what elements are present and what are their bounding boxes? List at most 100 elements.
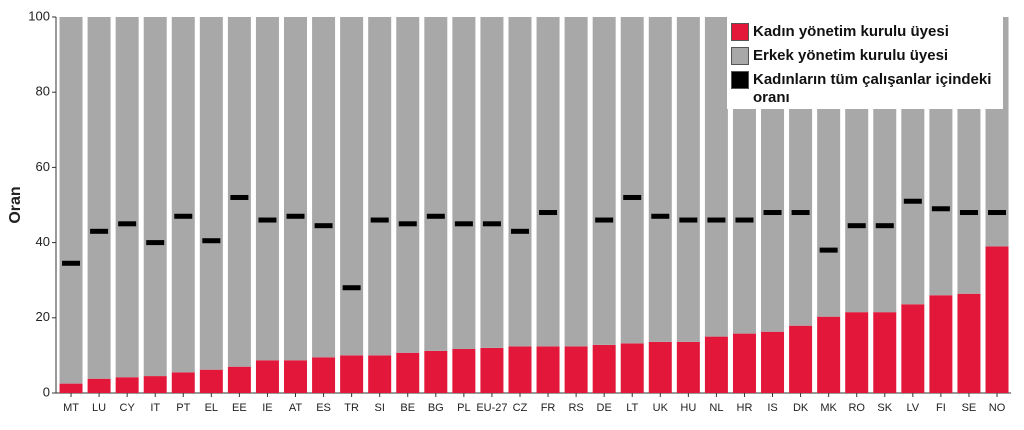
- bar-segment: [452, 349, 476, 393]
- marker: [62, 260, 81, 266]
- bar-segment: [536, 346, 560, 393]
- bar-segment: [817, 316, 841, 393]
- marker: [735, 217, 754, 223]
- x-tick-label: IS: [767, 402, 777, 414]
- x-tick-label: DE: [597, 402, 612, 414]
- legend-swatch: [731, 71, 749, 89]
- bar-segment: [227, 17, 251, 367]
- marker: [370, 217, 389, 223]
- x-tick-label: DK: [793, 402, 809, 414]
- x-tick-label: RS: [568, 402, 583, 414]
- bar-segment: [873, 312, 897, 393]
- x-tick-label: HU: [680, 402, 696, 414]
- marker: [988, 210, 1007, 216]
- bar-segment: [508, 346, 532, 393]
- x-tick-label: BE: [400, 402, 415, 414]
- bar-segment: [255, 17, 279, 361]
- bar-segment: [732, 333, 756, 393]
- x-tick-label: CZ: [513, 402, 528, 414]
- x-tick-label: MT: [63, 402, 79, 414]
- x-tick-label: TR: [344, 402, 359, 414]
- x-tick-label: IT: [150, 402, 160, 414]
- x-tick-label: HR: [737, 402, 753, 414]
- x-tick-label: BG: [428, 402, 444, 414]
- bar-segment: [199, 369, 223, 393]
- marker: [202, 238, 221, 244]
- y-tick-label: 60: [36, 159, 50, 174]
- bar-segment: [704, 336, 728, 393]
- bar-segment: [564, 346, 588, 393]
- bar-segment: [620, 17, 644, 344]
- marker: [454, 221, 473, 227]
- bar-segment: [171, 17, 195, 373]
- y-tick-label: 100: [28, 8, 50, 23]
- x-tick-label: FR: [541, 402, 556, 414]
- marker: [314, 223, 333, 229]
- x-tick-label: AT: [289, 402, 303, 414]
- bar-segment: [59, 17, 83, 384]
- marker: [539, 210, 558, 216]
- bar-segment: [648, 341, 672, 393]
- marker: [819, 247, 838, 253]
- legend-swatch: [731, 23, 749, 41]
- y-tick-label: 80: [36, 84, 50, 99]
- bar-segment: [284, 17, 308, 361]
- y-tick-label: 20: [36, 309, 50, 324]
- legend: Kadın yönetim kurulu üyesi Erkek yönetim …: [727, 17, 1003, 109]
- x-tick-label: ES: [316, 402, 331, 414]
- x-tick-label: FI: [936, 402, 946, 414]
- bar-segment: [424, 350, 448, 393]
- bar-segment: [199, 17, 223, 370]
- x-tick-label: PL: [457, 402, 470, 414]
- marker: [847, 223, 866, 229]
- bar-segment: [115, 377, 139, 393]
- bar-segment: [143, 17, 167, 377]
- bar-segment: [676, 17, 700, 342]
- marker: [118, 221, 137, 227]
- marker: [398, 221, 417, 227]
- marker: [510, 228, 529, 234]
- bar-segment: [284, 360, 308, 393]
- bar-segment: [676, 341, 700, 393]
- legend-swatch: [731, 47, 749, 65]
- x-tick-label: SK: [877, 402, 892, 414]
- x-tick-label: EL: [205, 402, 218, 414]
- bar-segment: [592, 17, 616, 345]
- bar-segment: [59, 383, 83, 393]
- marker: [623, 194, 642, 200]
- legend-item: Kadınların tüm çalışanlar içindeki oranı: [731, 71, 1003, 107]
- x-tick-label: MK: [820, 402, 837, 414]
- bar-segment: [564, 17, 588, 347]
- legend-item: Erkek yönetim kurulu üyesi: [731, 47, 1003, 65]
- bar-segment: [255, 360, 279, 393]
- bar-segment: [985, 246, 1009, 393]
- bar-segment: [789, 325, 813, 393]
- bar-segment: [424, 17, 448, 351]
- bar-segment: [340, 17, 364, 356]
- marker: [482, 221, 501, 227]
- y-tick-label: 40: [36, 234, 50, 249]
- marker: [595, 217, 614, 223]
- y-tick-label: 0: [43, 384, 50, 399]
- x-tick-label: SI: [374, 402, 384, 414]
- bar-segment: [704, 17, 728, 337]
- marker: [875, 223, 894, 229]
- bar-segment: [901, 304, 925, 393]
- marker: [931, 206, 950, 212]
- bar-segment: [508, 17, 532, 347]
- marker: [230, 194, 249, 200]
- marker: [763, 210, 782, 216]
- x-tick-label: IE: [262, 402, 272, 414]
- x-tick-label: LV: [907, 402, 920, 414]
- legend-label: Kadınların tüm çalışanlar içindeki oranı: [753, 71, 992, 106]
- bar-segment: [957, 293, 981, 393]
- x-tick-label: SE: [962, 402, 977, 414]
- bar-segment: [115, 17, 139, 378]
- bar-segment: [648, 17, 672, 342]
- bar-segment: [340, 355, 364, 393]
- x-tick-label: EE: [232, 402, 247, 414]
- bar-segment: [143, 376, 167, 393]
- bar-segment: [592, 344, 616, 393]
- marker: [791, 210, 810, 216]
